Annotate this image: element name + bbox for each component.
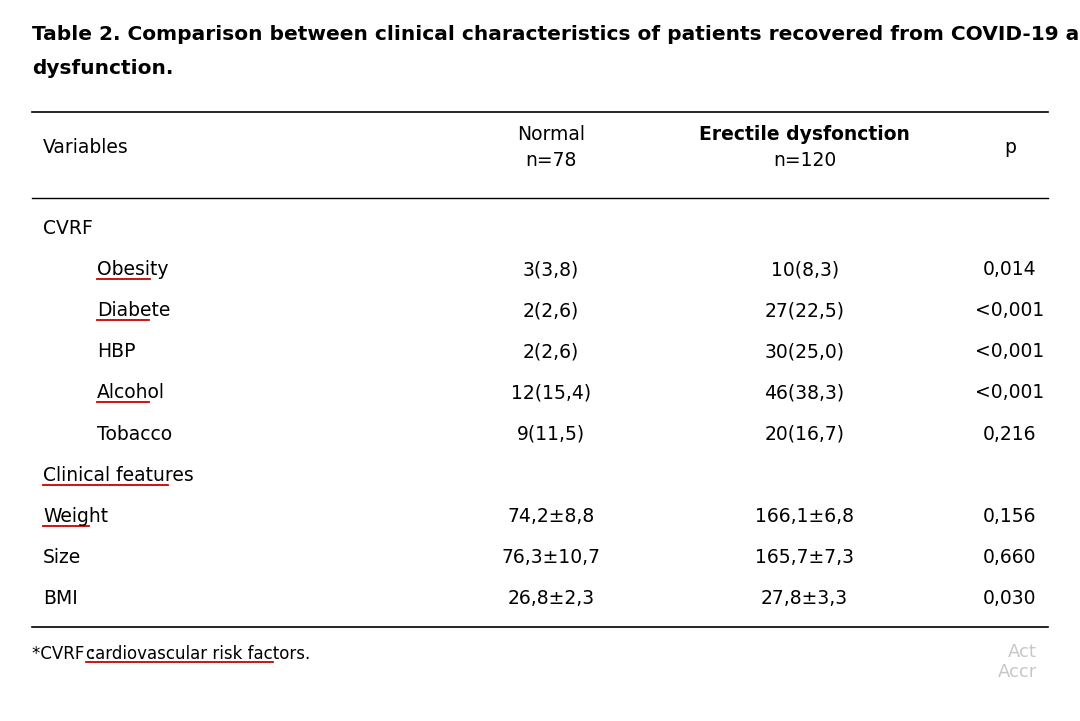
Text: Normal: Normal [517,125,584,144]
Text: 0,014: 0,014 [983,260,1037,279]
Text: Table 2. Comparison between clinical characteristics of patients recovered from : Table 2. Comparison between clinical cha… [32,25,1080,44]
Text: <0,001: <0,001 [975,301,1044,320]
Text: HBP: HBP [97,342,136,361]
Text: 2(2,6): 2(2,6) [523,301,579,320]
Text: 0,156: 0,156 [983,507,1037,526]
Text: 27(22,5): 27(22,5) [765,301,845,320]
Text: 10(8,3): 10(8,3) [770,260,839,279]
Text: 76,3±10,7: 76,3±10,7 [501,548,600,567]
Text: 9(11,5): 9(11,5) [516,425,585,443]
Text: Tobacco: Tobacco [97,425,173,443]
Text: Erectile dysfonction: Erectile dysfonction [699,125,910,144]
Text: n=78: n=78 [525,151,577,170]
Text: cardiovascular risk factors.: cardiovascular risk factors. [86,645,310,663]
Text: 26,8±2,3: 26,8±2,3 [508,589,594,608]
Text: Diabete: Diabete [97,301,171,320]
Text: n=120: n=120 [773,151,836,170]
Text: Obesity: Obesity [97,260,168,279]
Text: Variables: Variables [43,138,129,157]
Text: p: p [1004,138,1015,157]
Text: 0,660: 0,660 [983,548,1037,567]
Text: 0,216: 0,216 [983,425,1037,443]
Text: dysfunction.: dysfunction. [32,59,174,78]
Text: <0,001: <0,001 [975,342,1044,361]
Text: *CVRF :: *CVRF : [32,645,102,663]
Text: 12(15,4): 12(15,4) [511,384,591,402]
Text: Weight: Weight [43,507,108,526]
Text: 46(38,3): 46(38,3) [765,384,845,402]
Text: 166,1±6,8: 166,1±6,8 [755,507,854,526]
Text: 20(16,7): 20(16,7) [765,425,845,443]
Text: 0,030: 0,030 [983,589,1037,608]
Text: 165,7±7,3: 165,7±7,3 [755,548,854,567]
Text: Size: Size [43,548,81,567]
Text: CVRF: CVRF [43,219,93,238]
Text: Clinical features: Clinical features [43,466,194,485]
Text: BMI: BMI [43,589,78,608]
Text: Alcohol: Alcohol [97,384,165,402]
Text: Act
Accr: Act Accr [998,642,1037,681]
Text: 2(2,6): 2(2,6) [523,342,579,361]
Text: 3(3,8): 3(3,8) [523,260,579,279]
Text: <0,001: <0,001 [975,384,1044,402]
Text: 30(25,0): 30(25,0) [765,342,845,361]
Text: 74,2±8,8: 74,2±8,8 [508,507,594,526]
Text: 27,8±3,3: 27,8±3,3 [761,589,848,608]
